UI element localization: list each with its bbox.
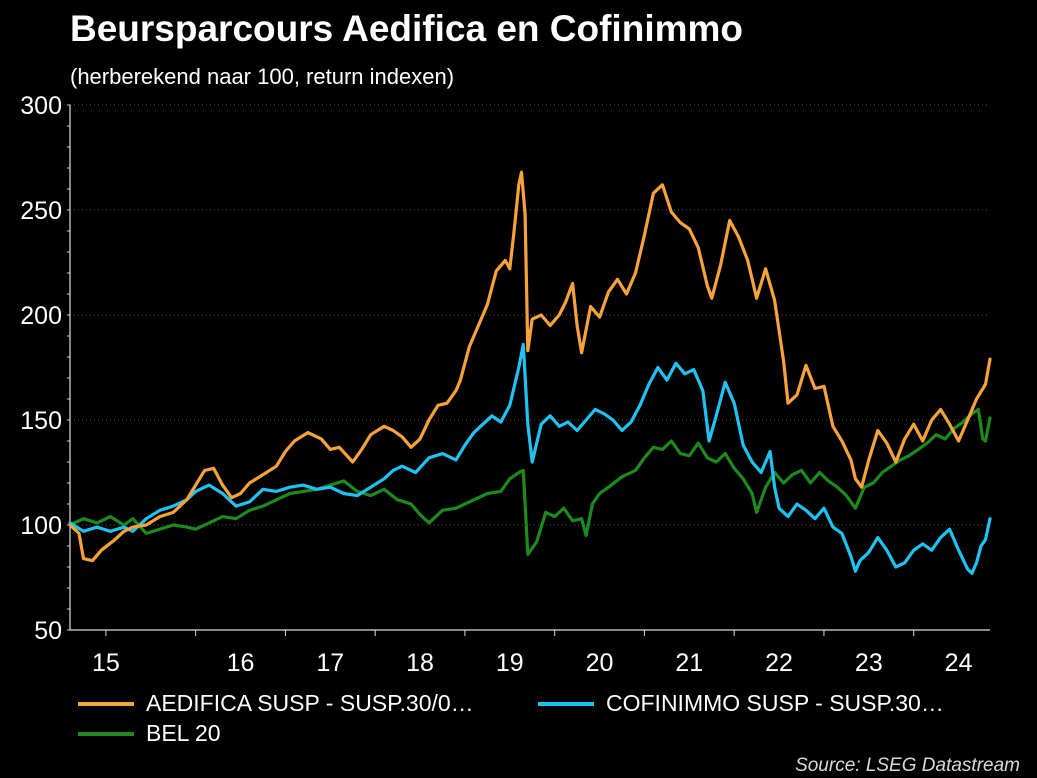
x-tick-label: 19: [496, 649, 524, 677]
series-line-aedifica: [68, 170, 992, 563]
x-axis: 15 16 17 18 19 20 21 22 23 24: [69, 105, 990, 677]
x-tick-label: 17: [316, 649, 344, 677]
line-chart: 300 250 200 150 100 50 15 16 17 18 19 20 21 22 23 24: [20, 92, 992, 677]
x-tick-label: 16: [227, 649, 255, 677]
legend-label-aedifica: AEDIFICA SUSP - SUSP.30/0…: [146, 690, 474, 716]
x-tick-label: 22: [765, 649, 793, 677]
legend-swatch-bel20: [78, 731, 134, 736]
legend-swatch-cofinimmo: [538, 701, 594, 706]
legend-label-cofinimmo: COFINIMMO SUSP - SUSP.30…: [606, 690, 944, 716]
y-tick-label: 300: [20, 92, 62, 120]
chart-title: Beursparcours Aedifica en Cofinimmo: [70, 8, 743, 49]
y-tick-label: 100: [20, 512, 62, 540]
y-tick-label: 150: [20, 407, 62, 435]
series-lines: [68, 170, 992, 575]
x-tick-label: 20: [586, 649, 614, 677]
y-tick-label: 200: [20, 302, 62, 330]
y-axis-ticks: 300 250 200 150 100 50: [20, 92, 70, 645]
x-tick-label: 18: [406, 649, 434, 677]
legend-label-bel20: BEL 20: [146, 720, 221, 746]
x-tick-label: 23: [855, 649, 883, 677]
x-tick-label: 15: [92, 649, 120, 677]
series-line-bel20: [68, 407, 992, 556]
series-line-cofinimmo: [68, 342, 992, 575]
x-tick-label: 24: [945, 649, 973, 677]
x-tick-label: 21: [675, 649, 703, 677]
chart-subtitle: (herberekend naar 100, return indexen): [70, 64, 455, 89]
y-tick-label: 50: [34, 617, 62, 645]
source-note: Source: LSEG Datastream: [795, 755, 1020, 776]
legend-swatch-aedifica: [78, 701, 134, 706]
legend-item-aedifica: AEDIFICA SUSP - SUSP.30/0…: [78, 690, 474, 717]
gridlines: [70, 104, 990, 526]
y-tick-label: 250: [20, 197, 62, 225]
legend-item-bel20: BEL 20: [78, 720, 221, 747]
legend-item-cofinimmo: COFINIMMO SUSP - SUSP.30…: [538, 690, 944, 717]
